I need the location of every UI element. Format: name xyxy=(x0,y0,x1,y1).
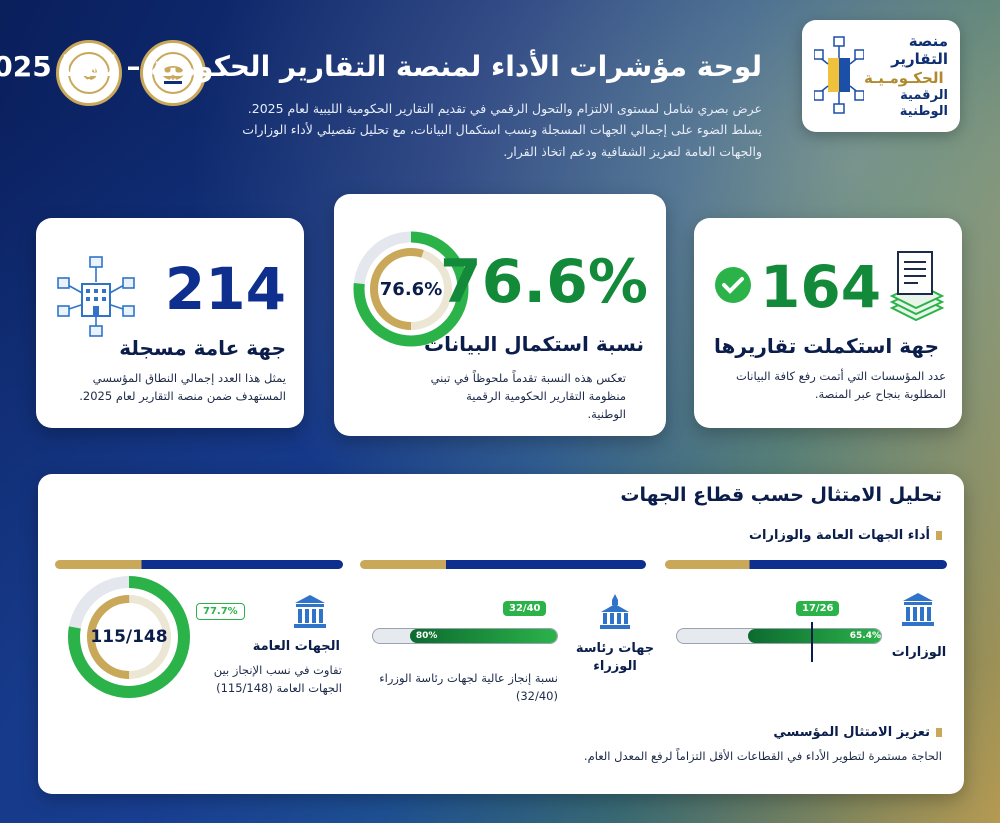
document-stack-icon xyxy=(886,246,946,330)
ministries-label: الوزارات xyxy=(891,645,947,660)
footer-heading: تعزيز الامتثال المؤسسي xyxy=(773,725,942,740)
pm-building-icon xyxy=(598,592,632,636)
public-ring: 115/148 xyxy=(66,574,192,700)
pm-header-bar xyxy=(360,560,646,569)
bullet-marker xyxy=(936,728,942,737)
kpi-registered-desc: يمثل هذا العدد إجمالي النطاق المؤسسي الم… xyxy=(79,371,286,403)
ministries-header-bar xyxy=(665,560,947,569)
public-note-line1: تفاوت في نسب الإنجاز بين xyxy=(213,663,342,677)
kpi-completed-desc: عدد المؤسسات التي أتمت رفع كافة البيانات… xyxy=(735,369,946,401)
kpi-completion-desc: تعكس هذه النسبة تقدماً ملحوظاً في تبني م… xyxy=(430,371,626,421)
completion-ring: 76.6% xyxy=(352,230,470,348)
page-title: لوحة مؤشرات الأداء لمنصة التقارير الحكوم… xyxy=(0,50,762,83)
authority-emblem-icon xyxy=(140,40,206,106)
state-emblem-icon xyxy=(56,40,122,106)
logo-line2: الحكـومـيـة xyxy=(864,69,944,88)
kpi-completion-card: 76.6% 76.6% نسبة استكمال البيانات تعكس ه… xyxy=(334,194,666,436)
pm-label-line1: جهات رئاسة xyxy=(575,641,655,656)
ministries-progress-fill: 65.4% xyxy=(747,629,881,643)
pm-note: نسبة إنجاز عالية لجهات رئاسة الوزراء (32… xyxy=(379,671,558,703)
public-header-bar xyxy=(55,560,343,569)
pm-label: جهات رئاسة الوزراء xyxy=(574,640,656,676)
footer-text: الحاجة مستمرة لتطوير الأداء في القطاعات … xyxy=(583,749,942,763)
kpi-completed-card: 164 جهة استكملت تقاريرها عدد المؤسسات ال… xyxy=(694,218,962,428)
logo-text: منصة التقارير الحكـومـيـة الرقمية الوطني… xyxy=(864,32,948,121)
ministries-count-tag: 17/26 xyxy=(796,601,840,616)
public-ring-center: 115/148 xyxy=(90,627,168,647)
pm-progress-bar: 80% xyxy=(372,628,558,644)
kpi-completed-row: 164 xyxy=(714,258,881,316)
public-percent-tag: 77.7% xyxy=(196,603,245,620)
public-ring-fill xyxy=(68,576,190,698)
pm-count-tag: 32/40 xyxy=(503,601,547,616)
ministries-building-icon xyxy=(898,590,938,634)
logo-line3: الرقمية الوطنية xyxy=(899,87,948,120)
analysis-subheading-text: أداء الجهات العامة والوزارات xyxy=(748,528,930,543)
platform-logo: منصة التقارير الحكـومـيـة الرقمية الوطني… xyxy=(802,20,960,132)
kpi-completion-value: 76.6% xyxy=(439,247,648,317)
kpi-registered-label: جهة عامة مسجلة xyxy=(119,336,286,360)
ministries-progress-marker xyxy=(810,622,813,662)
completion-ring-fill xyxy=(353,231,469,347)
checkmark-icon xyxy=(714,266,752,308)
ministries-progress-bar: 65.4% xyxy=(676,628,882,644)
platform-cube-icon xyxy=(813,34,865,118)
pm-label-line2: الوزراء xyxy=(593,659,637,675)
public-note: تفاوت في نسب الإنجاز بين الجهات العامة (… xyxy=(196,662,342,698)
footer-title: تعزيز الامتثال المؤسسي xyxy=(773,725,930,740)
kpi-registered-card: 214 جهة عامة مسجلة يمثل هذا العدد إجمالي… xyxy=(36,218,304,428)
ministries-percent: 65.4% xyxy=(849,631,881,641)
logo-line1: منصة التقارير xyxy=(891,31,948,69)
completion-ring-label: 76.6% xyxy=(379,278,443,300)
public-note-line2: الجهات العامة (115/148) xyxy=(216,680,342,695)
page-subtitle: عرض بصري شامل لمستوى الالتزام والتحول ال… xyxy=(242,101,762,159)
public-label: الجهات العامة xyxy=(252,639,340,654)
completion-ring-inner xyxy=(370,248,452,330)
kpi-completed-label: جهة استكملت تقاريرها xyxy=(714,334,939,358)
kpi-completed-value: 164 xyxy=(760,253,882,321)
public-building-icon xyxy=(290,592,330,636)
analysis-title: تحليل الامتثال حسب قطاع الجهات xyxy=(620,484,942,506)
public-ring-inner xyxy=(87,595,171,679)
pm-progress-fill: 80% xyxy=(409,629,557,643)
building-network-icon xyxy=(54,254,138,342)
pm-percent: 80% xyxy=(415,631,438,641)
bullet-marker xyxy=(936,531,942,540)
analysis-subheading: أداء الجهات العامة والوزارات xyxy=(749,528,942,543)
kpi-registered-value: 214 xyxy=(164,255,286,323)
kpi-completion-label: نسبة استكمال البيانات xyxy=(424,332,644,356)
